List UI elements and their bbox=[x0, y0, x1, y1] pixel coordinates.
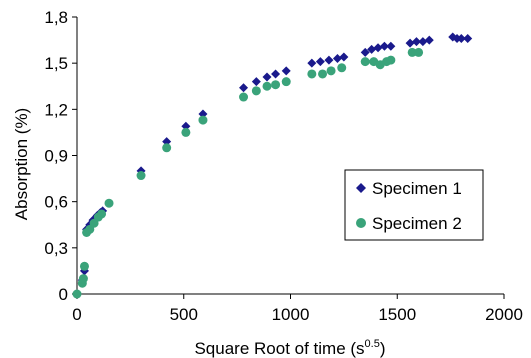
data-point-specimen-1 bbox=[405, 38, 415, 48]
data-point-specimen-1 bbox=[424, 35, 434, 45]
legend-marker-specimen-2 bbox=[356, 218, 366, 228]
x-axis-title-text: Square Root of time (s bbox=[194, 339, 364, 358]
data-point-specimen-2 bbox=[239, 92, 249, 102]
y-tick-label: 0,9 bbox=[44, 147, 68, 166]
legend: Specimen 1 Specimen 2 bbox=[344, 169, 484, 241]
x-tick-label: 0 bbox=[72, 305, 81, 324]
data-point-specimen-1 bbox=[315, 57, 325, 67]
x-tick-label: 1000 bbox=[272, 305, 310, 324]
data-point-specimen-1 bbox=[332, 54, 342, 64]
x-tick-label: 500 bbox=[170, 305, 198, 324]
legend-label-specimen-2: Specimen 2 bbox=[372, 214, 462, 233]
data-point-specimen-2 bbox=[181, 127, 191, 137]
data-point-specimen-2 bbox=[407, 47, 417, 57]
data-point-specimen-1 bbox=[367, 44, 377, 54]
data-point-specimen-1 bbox=[239, 83, 249, 93]
y-tick-label: 1,2 bbox=[44, 100, 68, 119]
y-axis: 0 0,3 0,6 0,9 1,2 1,5 1,8 bbox=[44, 8, 78, 304]
data-point-specimen-1 bbox=[379, 41, 389, 51]
data-marks bbox=[72, 32, 473, 299]
legend-box bbox=[344, 169, 484, 241]
data-point-specimen-2 bbox=[386, 55, 396, 65]
x-axis-title-superscript: 0.5 bbox=[365, 338, 380, 350]
data-point-specimen-2 bbox=[97, 209, 107, 219]
data-point-specimen-2 bbox=[414, 47, 424, 57]
y-tick-label: 0,3 bbox=[44, 239, 68, 258]
y-tick-label: 1,8 bbox=[44, 8, 68, 27]
data-point-specimen-2 bbox=[318, 69, 328, 79]
data-point-specimen-2 bbox=[281, 77, 291, 87]
data-point-specimen-1 bbox=[307, 58, 317, 68]
data-point-specimen-2 bbox=[78, 274, 88, 284]
data-point-specimen-1 bbox=[386, 41, 396, 51]
y-tick-label: 1,5 bbox=[44, 54, 68, 73]
data-point-specimen-2 bbox=[79, 261, 89, 271]
y-axis-title: Absorption (%) bbox=[12, 108, 31, 220]
data-point-specimen-2 bbox=[271, 80, 281, 90]
data-point-specimen-1 bbox=[411, 37, 421, 47]
data-point-specimen-1 bbox=[324, 55, 334, 65]
data-point-specimen-2 bbox=[198, 115, 208, 125]
data-point-specimen-2 bbox=[136, 171, 146, 181]
data-point-specimen-2 bbox=[360, 57, 370, 67]
x-tick-label: 1500 bbox=[378, 305, 416, 324]
legend-label-specimen-1: Specimen 1 bbox=[372, 179, 462, 198]
data-point-specimen-1 bbox=[373, 43, 383, 53]
y-tick-label: 0 bbox=[59, 285, 68, 304]
data-point-specimen-1 bbox=[463, 34, 473, 44]
x-tick-label: 2000 bbox=[485, 305, 523, 324]
data-point-specimen-1 bbox=[251, 77, 261, 87]
x-axis-title: Square Root of time (s0.5) bbox=[194, 338, 385, 358]
data-point-specimen-2 bbox=[72, 289, 82, 299]
series-specimen-1 bbox=[72, 32, 473, 299]
data-point-specimen-1 bbox=[281, 66, 291, 76]
data-point-specimen-2 bbox=[262, 81, 272, 91]
data-point-specimen-1 bbox=[271, 69, 281, 79]
data-point-specimen-1 bbox=[181, 121, 191, 131]
data-point-specimen-1 bbox=[162, 137, 172, 147]
data-point-specimen-1 bbox=[360, 47, 370, 57]
y-tick-label: 0,6 bbox=[44, 193, 68, 212]
legend-marker-specimen-1 bbox=[356, 183, 366, 193]
data-point-specimen-2 bbox=[337, 63, 347, 73]
data-point-specimen-2 bbox=[326, 66, 336, 76]
data-point-specimen-2 bbox=[104, 198, 114, 208]
data-point-specimen-2 bbox=[162, 143, 172, 153]
data-point-specimen-1 bbox=[339, 52, 349, 62]
data-point-specimen-2 bbox=[307, 69, 317, 79]
data-point-specimen-1 bbox=[198, 109, 208, 119]
data-point-specimen-1 bbox=[456, 34, 466, 44]
x-axis-title-end: ) bbox=[380, 339, 386, 358]
x-axis: 0 500 1000 1500 2000 bbox=[72, 293, 523, 324]
data-point-specimen-2 bbox=[251, 86, 261, 96]
data-point-specimen-1 bbox=[262, 72, 272, 82]
series-specimen-2 bbox=[72, 47, 424, 299]
data-point-specimen-1 bbox=[418, 37, 428, 47]
